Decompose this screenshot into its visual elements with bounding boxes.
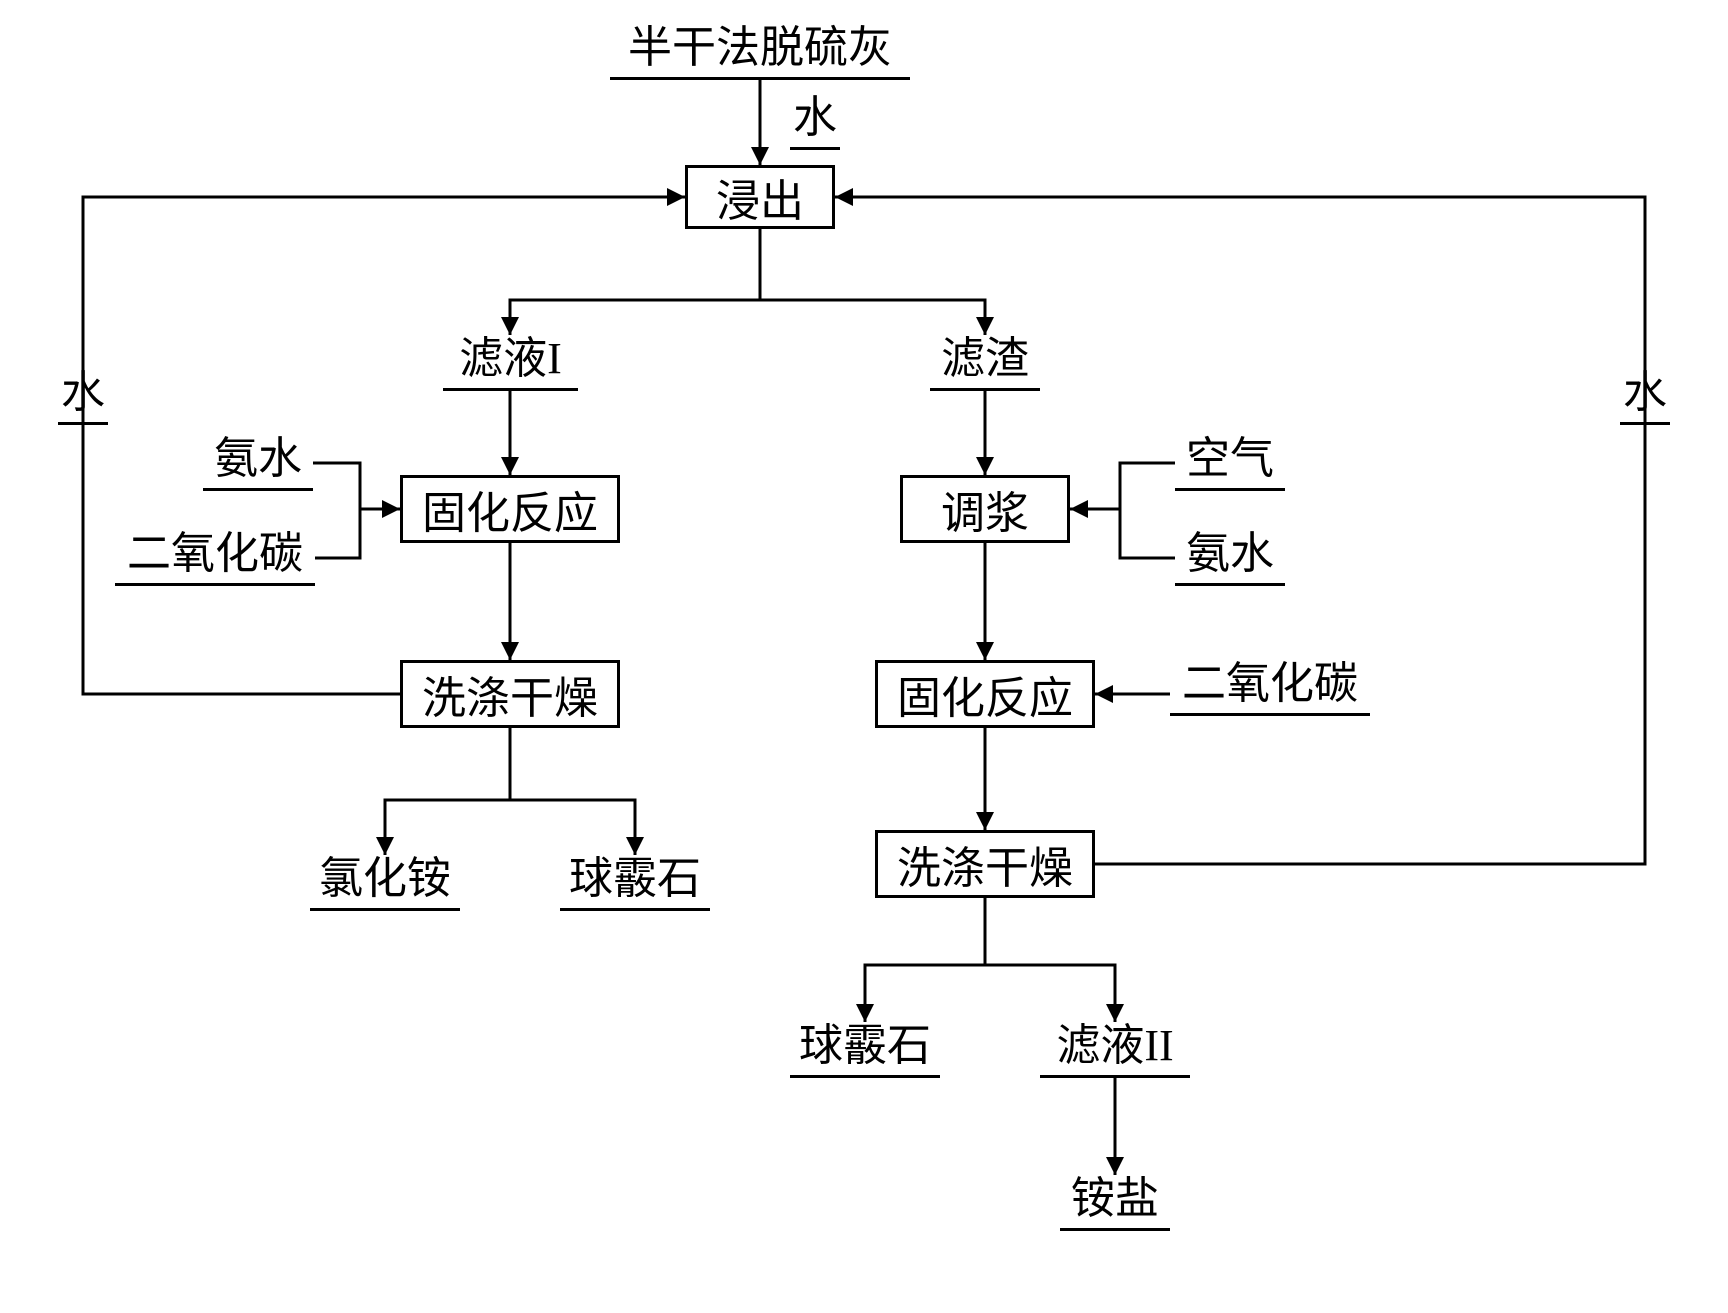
- node-nh4cl: 氯化铵: [310, 855, 460, 911]
- arrowhead-solidifyR-washR: [976, 812, 994, 830]
- arrowhead-title-leach: [751, 147, 769, 165]
- arrowhead-filtrate1-solidifyL: [501, 457, 519, 475]
- edge-ammoniaL-solidifyL: [313, 463, 400, 509]
- node-washL: 洗涤干燥: [400, 660, 620, 728]
- node-mix: 调浆: [900, 475, 1070, 543]
- node-solidifyR: 固化反应: [875, 660, 1095, 728]
- node-residue: 滤渣: [930, 335, 1040, 391]
- arrowhead-washL-leach: [667, 188, 685, 206]
- node-title: 半干法脱硫灰: [610, 20, 910, 80]
- node-water0: 水: [790, 100, 840, 150]
- edges-layer: [0, 0, 1728, 1313]
- arrowhead-airR-mix: [1070, 500, 1088, 518]
- node-waterR: 水: [1620, 375, 1670, 425]
- node-ammoniumSalt: 铵盐: [1060, 1175, 1170, 1231]
- node-filtrate1: 滤液I: [443, 335, 578, 391]
- arrowhead-co2R-solidifyR: [1095, 685, 1113, 703]
- node-vateriteL: 球霰石: [560, 855, 710, 911]
- node-co2R: 二氧化碳: [1170, 660, 1370, 716]
- node-filtrate2: 滤液II: [1040, 1022, 1190, 1078]
- edge-co2L-solidifyL: [315, 509, 360, 558]
- arrowhead-residue-mix: [976, 457, 994, 475]
- node-solidifyL: 固化反应: [400, 475, 620, 543]
- node-leach: 浸出: [685, 165, 835, 229]
- node-ammoniaL: 氨水: [203, 435, 313, 491]
- arrowhead-washR-leach: [835, 188, 853, 206]
- edge-airR-mix: [1070, 463, 1175, 509]
- node-washR: 洗涤干燥: [875, 830, 1095, 898]
- node-co2L: 二氧化碳: [115, 530, 315, 586]
- edge-ammoniaR-mix: [1120, 509, 1175, 558]
- arrowhead-mix-solidifyR: [976, 642, 994, 660]
- node-ammoniaR: 氨水: [1175, 530, 1285, 586]
- flowchart-canvas: 半干法脱硫灰水浸出滤液I滤渣水水氨水二氧化碳固化反应调浆空气氨水洗涤干燥固化反应…: [0, 0, 1728, 1313]
- arrowhead-solidifyL-washL: [501, 642, 519, 660]
- node-vateriteR: 球霰石: [790, 1022, 940, 1078]
- node-airR: 空气: [1175, 435, 1285, 491]
- arrowhead-ammoniaL-solidifyL: [382, 500, 400, 518]
- edge-washL-leach: [83, 197, 685, 694]
- node-waterL: 水: [58, 375, 108, 425]
